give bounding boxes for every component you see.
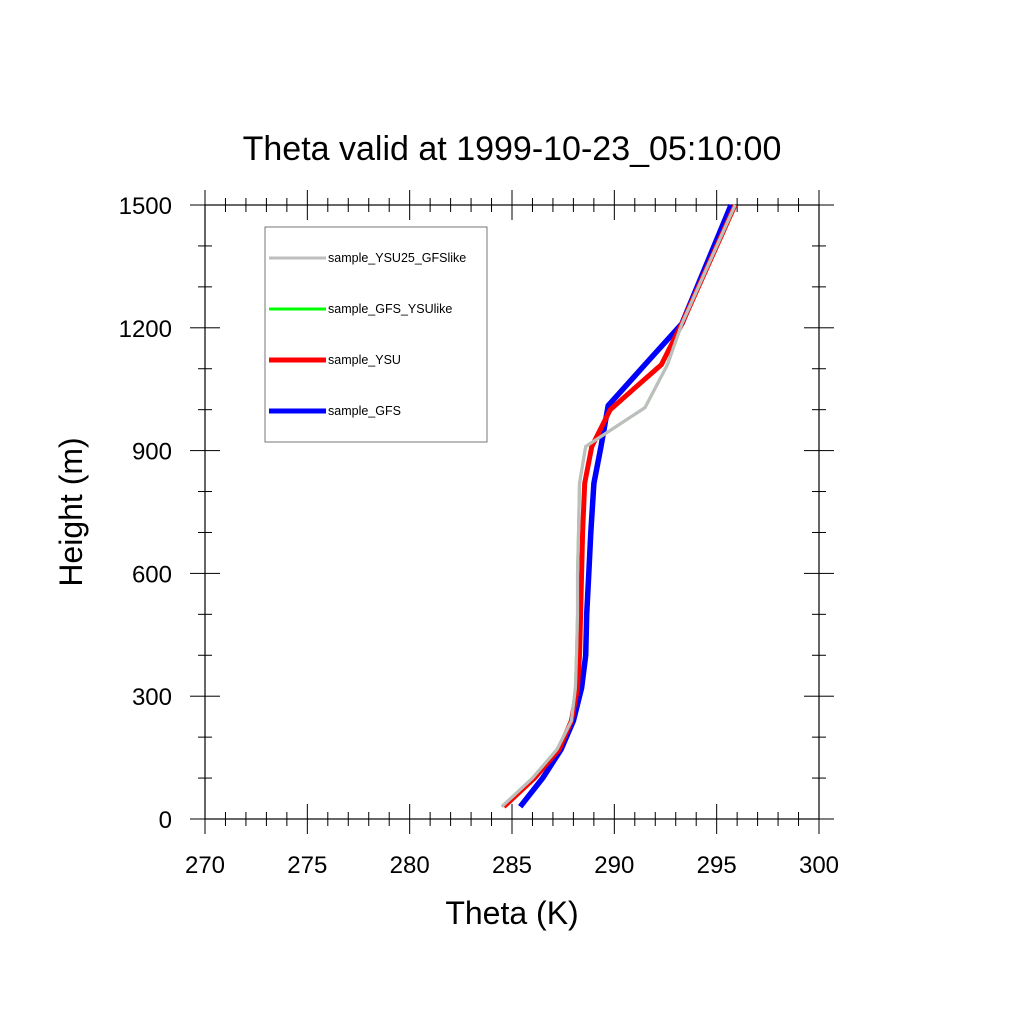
series-line-sample_GFS_YSUlike [500, 204, 737, 808]
y-tick-label: 1200 [119, 316, 172, 343]
y-axis-title: Height (m) [53, 437, 89, 586]
x-tick-label: 290 [594, 852, 634, 879]
legend-box [264, 226, 488, 443]
chart-title: Theta valid at 1999-10-23_05:10:00 [243, 130, 782, 168]
x-tick-label: 270 [185, 852, 225, 879]
plot-area: 270 275 280 285 290 295 300 0 300 600 900 1200 1500 [119, 190, 839, 879]
series-line-sample_GFS [518, 203, 734, 809]
y-tick-label: 0 [159, 807, 172, 834]
x-axis-title: Theta (K) [445, 895, 578, 931]
x-tick-label: 285 [492, 852, 532, 879]
legend: sample_YSU25_GFSlike sample_GFS_YSUlikesa… [264, 226, 488, 443]
y-tick-label: 600 [132, 561, 172, 588]
x-tick-label: 295 [697, 852, 737, 879]
x-tick-label: 275 [287, 852, 327, 879]
series-line-sample_YSU25_GFSlike [500, 204, 737, 808]
series-line-sample_YSU [502, 203, 738, 809]
legend-label: sample_YSU25_GFSlike [328, 251, 466, 265]
y-tick-label: 300 [132, 684, 172, 711]
legend-label: sample_YSU [328, 353, 401, 367]
axis-ticks [190, 190, 834, 834]
legend-label: sample_GFS_YSUlike [328, 302, 452, 316]
x-tick-label: 300 [799, 852, 839, 879]
legend-label: sample_GFS [328, 404, 401, 418]
y-tick-label: 1500 [119, 193, 172, 220]
x-tick-label: 280 [390, 852, 430, 879]
y-tick-label: 900 [132, 439, 172, 466]
